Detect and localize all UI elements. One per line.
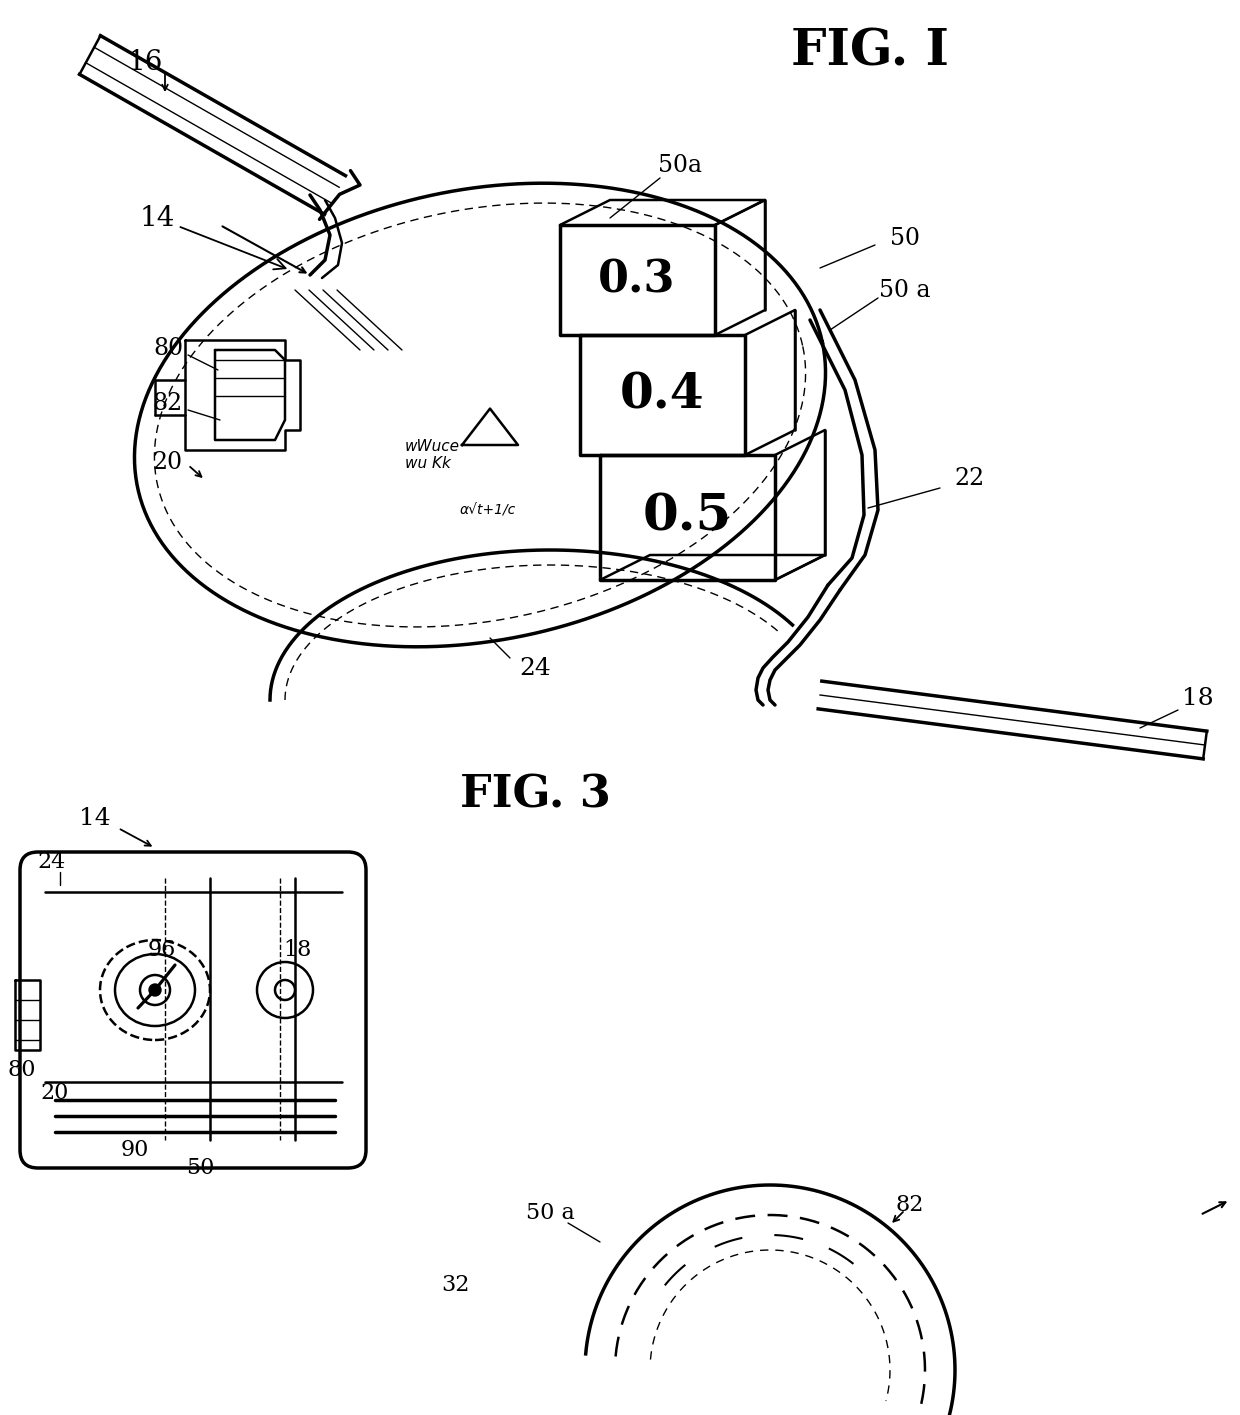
Text: 24: 24 bbox=[520, 657, 551, 679]
Text: 90: 90 bbox=[120, 1139, 149, 1160]
Text: 82: 82 bbox=[153, 392, 184, 415]
Text: α√t+1/c: α√t+1/c bbox=[460, 502, 516, 516]
Text: FIG. 3: FIG. 3 bbox=[460, 774, 610, 816]
Text: 50: 50 bbox=[890, 226, 920, 249]
Text: 80: 80 bbox=[153, 337, 184, 359]
Text: 80: 80 bbox=[7, 1058, 36, 1081]
Text: 18: 18 bbox=[1182, 686, 1214, 709]
Text: 0.3: 0.3 bbox=[598, 259, 676, 301]
Text: 0.4: 0.4 bbox=[620, 372, 704, 419]
Text: wWuce
wu Kk: wWuce wu Kk bbox=[405, 439, 460, 471]
Text: 50a: 50a bbox=[658, 153, 702, 177]
Text: 96: 96 bbox=[148, 940, 176, 961]
Text: 22: 22 bbox=[955, 467, 985, 490]
Text: 24: 24 bbox=[38, 850, 66, 873]
Text: 50: 50 bbox=[186, 1157, 215, 1179]
FancyBboxPatch shape bbox=[20, 852, 366, 1167]
Text: 14: 14 bbox=[140, 205, 285, 269]
Text: 16: 16 bbox=[128, 48, 162, 75]
Text: 14: 14 bbox=[79, 807, 110, 829]
Text: 18: 18 bbox=[284, 940, 312, 961]
Circle shape bbox=[149, 983, 161, 996]
Text: 82: 82 bbox=[895, 1194, 924, 1215]
Text: 50 a: 50 a bbox=[879, 279, 931, 301]
Text: 50 a: 50 a bbox=[526, 1201, 574, 1224]
Text: 32: 32 bbox=[440, 1274, 469, 1296]
Text: 0.5: 0.5 bbox=[642, 492, 732, 542]
Text: FIG. I: FIG. I bbox=[791, 27, 949, 76]
Text: 20: 20 bbox=[41, 1082, 69, 1104]
Text: 20: 20 bbox=[153, 450, 184, 474]
